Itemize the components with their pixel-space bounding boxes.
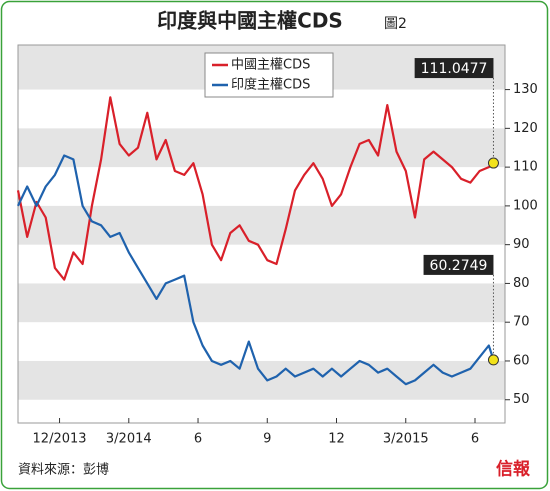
source-note: 資料來源：彭博 bbox=[18, 463, 109, 478]
y-tick-label: 100 bbox=[513, 198, 538, 213]
plot-border bbox=[17, 44, 506, 424]
end-marker bbox=[487, 354, 499, 366]
callout-box bbox=[423, 254, 494, 275]
x-tick-label: 6 bbox=[471, 432, 479, 447]
y-tick-label: 60 bbox=[513, 353, 530, 368]
value-label: 60.2749 bbox=[430, 258, 488, 274]
grid-band bbox=[18, 360, 505, 400]
chart-subtitle: 圖2 bbox=[384, 16, 407, 32]
x-tick-label: 6 bbox=[194, 432, 202, 447]
legend-label: 中國主權CDS bbox=[231, 58, 310, 73]
end-marker bbox=[487, 157, 499, 169]
series-line bbox=[17, 154, 495, 386]
y-tick-label: 90 bbox=[513, 237, 530, 252]
callout-box bbox=[414, 58, 494, 79]
y-tick-label: 120 bbox=[513, 121, 538, 136]
y-tick-label: 50 bbox=[513, 392, 530, 407]
x-tick-label: 12 bbox=[328, 432, 345, 447]
brand-logo: 信報 bbox=[496, 459, 531, 480]
chart-title: 印度與中國主權CDS bbox=[157, 9, 343, 33]
y-tick-label: 70 bbox=[513, 315, 530, 330]
grid-band bbox=[18, 283, 505, 323]
legend-label: 印度主權CDS bbox=[231, 77, 310, 93]
x-tick-label: 12/2013 bbox=[33, 432, 87, 447]
y-tick-label: 130 bbox=[513, 82, 538, 97]
value-label: 111.0477 bbox=[421, 61, 488, 77]
y-tick-label: 110 bbox=[513, 160, 538, 175]
x-tick-label: 3/2014 bbox=[106, 432, 152, 447]
legend-box bbox=[204, 52, 334, 98]
x-tick-label: 9 bbox=[263, 432, 271, 447]
grid-band bbox=[18, 128, 505, 168]
y-tick-label: 80 bbox=[513, 276, 530, 291]
series-line bbox=[16, 96, 495, 281]
x-tick-label: 3/2015 bbox=[383, 432, 429, 447]
